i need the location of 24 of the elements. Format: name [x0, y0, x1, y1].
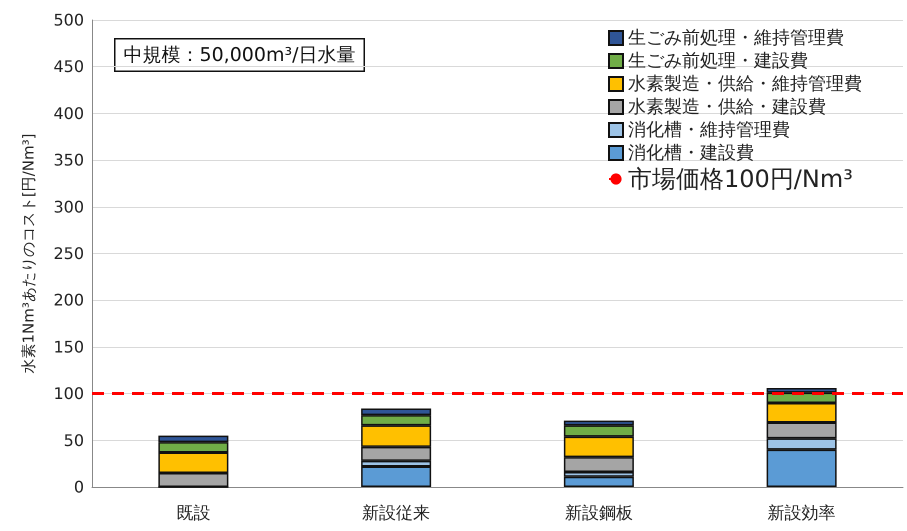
- legend-label: 消化槽・建設費: [628, 142, 754, 164]
- y-tick-label: 400: [53, 104, 84, 123]
- legend-label: 生ごみ前処理・維持管理費: [628, 28, 844, 48]
- y-tick-label: 100: [53, 384, 84, 404]
- legend-label: 水素製造・供給・維持管理費: [628, 74, 862, 94]
- y-tick-label: 50: [64, 430, 84, 450]
- x-tick-label: 既設: [176, 504, 210, 524]
- legend-label: 市場価格100円/Nm³: [628, 165, 853, 193]
- y-axis-title: 水素1Nm³あたりのコスト[円/Nm³]: [20, 134, 38, 374]
- y-tick-label: 350: [53, 150, 84, 170]
- y-tick-label: 200: [53, 290, 84, 310]
- annotation: 中規模：50,000m³/日水量: [124, 44, 356, 66]
- x-tick-label: 新設鋼板: [564, 504, 633, 524]
- legend-label: 消化槽・維持管理費: [628, 120, 790, 140]
- y-tick-label: 250: [53, 244, 84, 263]
- y-tick-label: 500: [53, 10, 84, 30]
- legend-label: 水素製造・供給・建設費: [628, 96, 826, 118]
- y-tick-label: 450: [53, 57, 84, 76]
- legend-label: 生ごみ前処理・建設費: [628, 50, 808, 72]
- x-tick-label: 新設効率: [768, 504, 836, 524]
- y-tick-label: 300: [53, 197, 84, 216]
- y-tick-label: 0: [74, 478, 84, 496]
- x-tick-label: 新設従来: [362, 504, 430, 524]
- y-tick-label: 150: [53, 337, 84, 356]
